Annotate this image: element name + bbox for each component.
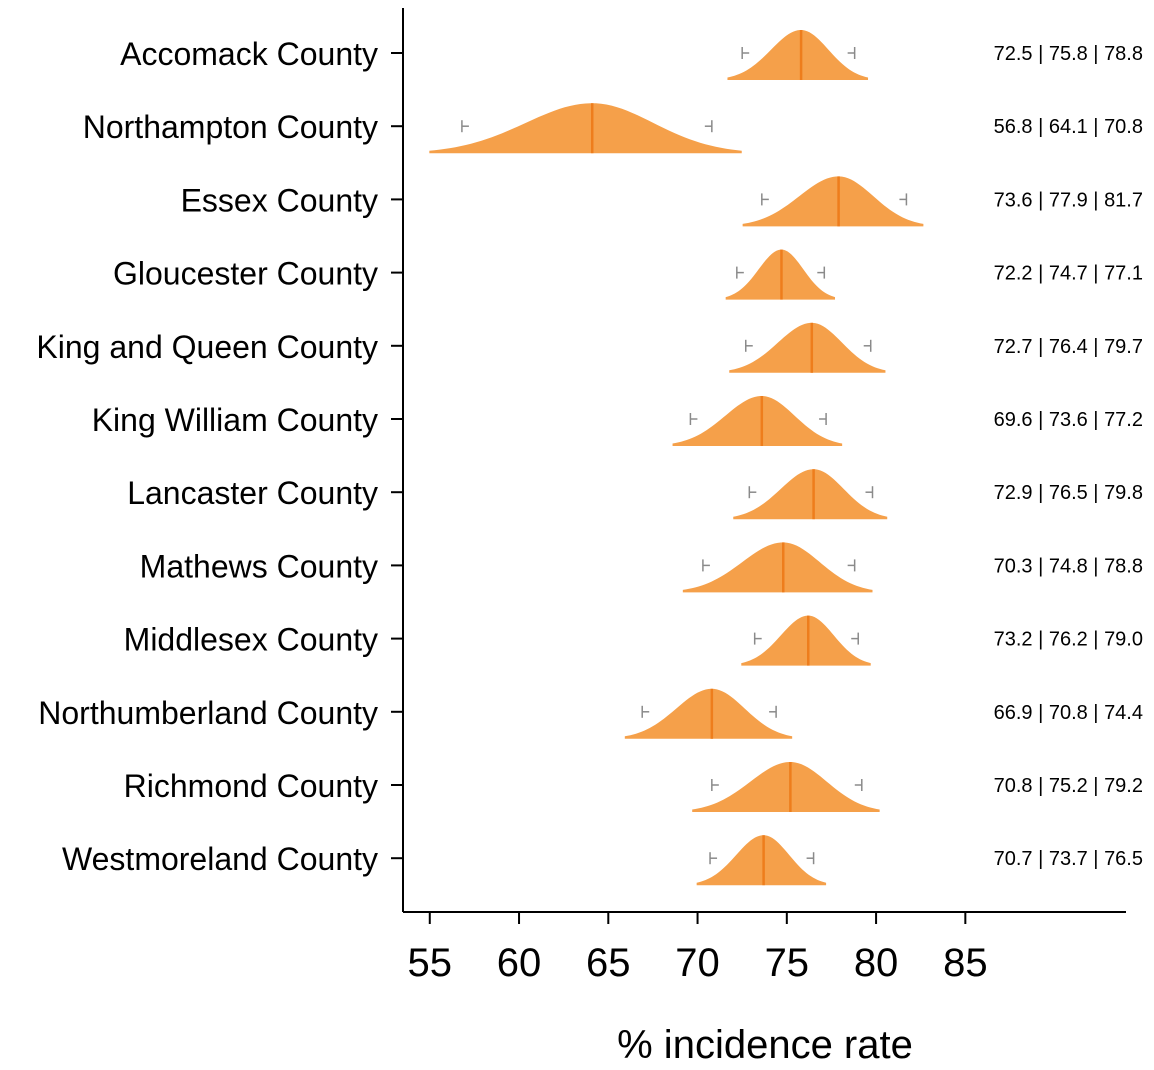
density-shape xyxy=(742,176,924,227)
distribution-marks xyxy=(429,30,924,886)
interval-annotation: 72.9 | 76.5 | 79.8 xyxy=(994,482,1143,504)
interval-annotation: 69.6 | 73.6 | 77.2 xyxy=(994,409,1143,431)
density-shape xyxy=(727,30,869,81)
density-shape xyxy=(624,688,793,739)
density-shape xyxy=(692,762,880,812)
interval-annotation: 70.8 | 75.2 | 79.2 xyxy=(994,775,1143,797)
x-tick-label: 65 xyxy=(586,941,631,985)
x-tick-label: 70 xyxy=(675,941,720,985)
category-label: Northumberland County xyxy=(38,695,378,731)
interval-annotation: 72.2 | 74.7 | 77.1 xyxy=(994,263,1143,285)
category-label: Gloucester County xyxy=(113,256,378,292)
density-shape xyxy=(696,835,827,886)
x-tick-label: 85 xyxy=(943,941,988,985)
x-tick-label: 55 xyxy=(408,941,453,985)
x-tick-label: 75 xyxy=(765,941,810,985)
axes xyxy=(391,8,1126,924)
category-label: King and Queen County xyxy=(36,329,378,365)
category-label: Middlesex County xyxy=(124,622,378,658)
labels: 55 60 65 70 75 80 85 Accomack County 72.5 | 75.8… xyxy=(36,36,1143,985)
category-label: Essex County xyxy=(181,182,378,218)
x-tick-label: 80 xyxy=(854,941,899,985)
density-shape xyxy=(672,396,843,446)
density-shape xyxy=(741,615,871,666)
x-tick-label: 60 xyxy=(497,941,542,985)
density-shape xyxy=(733,469,888,520)
interval-annotation: 72.7 | 76.4 | 79.7 xyxy=(994,336,1143,358)
density-shape xyxy=(729,322,886,373)
category-label: Northampton County xyxy=(83,109,378,145)
category-label: Accomack County xyxy=(120,36,378,72)
category-label: Mathews County xyxy=(140,548,378,584)
interval-annotation: 73.6 | 77.9 | 81.7 xyxy=(994,189,1143,211)
interval-annotation: 70.3 | 74.8 | 78.8 xyxy=(994,555,1143,577)
interval-annotation: 72.5 | 75.8 | 78.8 xyxy=(994,43,1143,65)
interval-annotation: 70.7 | 73.7 | 76.5 xyxy=(994,848,1143,870)
category-label: Richmond County xyxy=(124,768,378,804)
category-label: Lancaster County xyxy=(127,475,378,511)
interval-annotation: 66.9 | 70.8 | 74.4 xyxy=(994,702,1143,724)
density-shape xyxy=(682,542,873,593)
interval-annotation: 56.8 | 64.1 | 70.8 xyxy=(994,116,1143,138)
category-label: Westmoreland County xyxy=(62,841,378,877)
x-axis-title: % incidence rate xyxy=(617,1023,913,1065)
category-label: King William County xyxy=(92,402,378,438)
density-shape xyxy=(429,103,742,154)
interval-annotation: 73.2 | 76.2 | 79.0 xyxy=(994,629,1143,651)
